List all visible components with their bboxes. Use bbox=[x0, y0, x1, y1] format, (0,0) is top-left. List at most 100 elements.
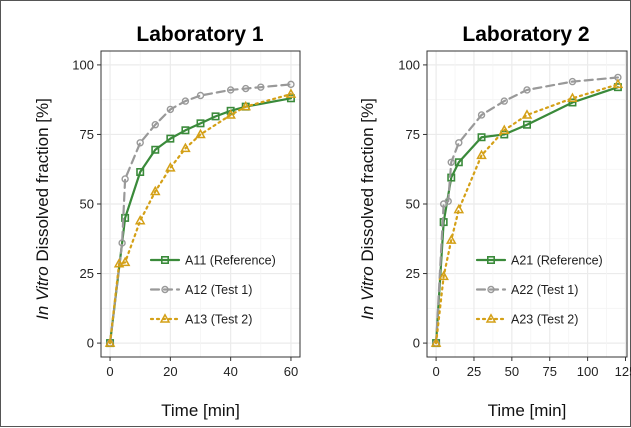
y-tick-label: 75 bbox=[80, 127, 94, 142]
data-point bbox=[136, 139, 144, 147]
data-point bbox=[134, 214, 146, 225]
x-tick-label: 40 bbox=[223, 364, 237, 379]
data-point bbox=[226, 86, 235, 94]
x-tick-label: 0 bbox=[432, 364, 439, 379]
data-point bbox=[445, 234, 457, 244]
x-tick-label: 75 bbox=[542, 364, 556, 379]
data-point bbox=[430, 337, 442, 347]
series-square bbox=[106, 94, 295, 348]
x-tick-label: 25 bbox=[467, 364, 481, 379]
data-point bbox=[149, 185, 161, 196]
data-point bbox=[285, 88, 297, 98]
data-point bbox=[568, 98, 577, 107]
y-axis-label-rest: Dissolved fraction [%] bbox=[33, 98, 52, 266]
data-point bbox=[226, 106, 235, 115]
y-tick-label: 50 bbox=[80, 197, 94, 212]
data-point bbox=[521, 109, 533, 119]
data-point bbox=[151, 145, 160, 154]
data-point bbox=[211, 112, 220, 121]
data-point bbox=[257, 83, 265, 91]
data-point bbox=[523, 86, 531, 94]
y-axis-label: In Vitro Dissolved fraction [%] bbox=[358, 98, 377, 320]
legend-label: A23 (Test 2) bbox=[511, 313, 578, 327]
chart-title: Laboratory 1 bbox=[136, 23, 264, 46]
data-point bbox=[242, 84, 250, 93]
legend-label: A12 (Test 1) bbox=[185, 283, 252, 297]
x-tick-label: 125 bbox=[615, 364, 631, 379]
x-tick-label: 0 bbox=[106, 364, 113, 379]
data-point bbox=[287, 80, 295, 89]
data-point bbox=[447, 158, 455, 166]
data-point bbox=[500, 97, 508, 105]
chart-panel-2: Laboratory 2 0 25 50 75 100 0 25 50 75 100 125 Time … bbox=[358, 23, 631, 420]
legend-key-marker bbox=[487, 285, 495, 294]
data-point bbox=[444, 197, 452, 205]
legend-key-marker bbox=[161, 256, 170, 265]
data-point bbox=[567, 92, 578, 103]
series-circle bbox=[106, 80, 295, 347]
legend-key-marker bbox=[161, 285, 169, 294]
x-tick-label: 20 bbox=[163, 364, 177, 379]
gridlines bbox=[101, 51, 300, 357]
data-point bbox=[612, 78, 624, 89]
chart-panel-1: Laboratory 1 0 25 50 75 100 0 20 40 60 Time [min] I… bbox=[33, 23, 301, 420]
gridlines bbox=[427, 51, 627, 357]
y-tick-label: 100 bbox=[398, 57, 420, 72]
legend: A21 (Reference) A22 (Test 1) A23 (Test 2) bbox=[475, 254, 603, 327]
data-point bbox=[121, 175, 129, 183]
y-axis-label: In Vitro Dissolved fraction [%] bbox=[33, 98, 52, 320]
y-tick-label: 75 bbox=[406, 127, 420, 142]
chart-title: Laboratory 2 bbox=[462, 23, 589, 46]
series-line bbox=[108, 97, 293, 345]
data-point bbox=[477, 111, 486, 119]
y-tick-label: 25 bbox=[80, 266, 94, 281]
legend-label: A21 (Reference) bbox=[511, 254, 603, 268]
data-point bbox=[455, 139, 463, 147]
y-tick-label: 25 bbox=[406, 266, 420, 281]
data-point bbox=[568, 77, 577, 86]
data-point bbox=[438, 270, 449, 281]
data-point bbox=[113, 258, 125, 268]
data-point bbox=[166, 105, 175, 114]
y-tick-label: 50 bbox=[406, 197, 420, 212]
data-point bbox=[166, 134, 175, 143]
data-point bbox=[477, 133, 486, 142]
data-point bbox=[453, 203, 465, 214]
data-point bbox=[121, 213, 130, 222]
legend-key-marker bbox=[486, 256, 495, 265]
data-point bbox=[119, 256, 131, 267]
legend-key-marker bbox=[159, 313, 171, 323]
series-triangle bbox=[104, 88, 297, 347]
y-axis-label-italic: In Vitro bbox=[33, 266, 52, 320]
y-tick-label: 100 bbox=[72, 57, 94, 72]
series-square bbox=[432, 83, 622, 348]
legend-label: A13 (Test 2) bbox=[185, 313, 252, 327]
data-point bbox=[195, 128, 206, 139]
y-tick-label: 0 bbox=[87, 336, 94, 351]
series-triangle bbox=[430, 78, 624, 347]
data-point bbox=[165, 162, 176, 172]
data-point bbox=[522, 120, 531, 129]
legend: A11 (Reference) A12 (Test 1) A13 (Test 2) bbox=[149, 254, 276, 327]
data-point bbox=[225, 109, 236, 119]
data-point bbox=[136, 168, 145, 177]
x-axis-label: Time [min] bbox=[161, 401, 240, 420]
legend-key-marker bbox=[485, 313, 497, 323]
series-line bbox=[434, 83, 620, 345]
data-point bbox=[104, 337, 116, 347]
data-point bbox=[196, 119, 205, 128]
y-tick-label: 0 bbox=[413, 336, 420, 351]
x-axis-label: Time [min] bbox=[488, 401, 567, 420]
legend-label: A22 (Test 1) bbox=[511, 283, 578, 297]
y-axis-label-italic: In Vitro bbox=[358, 266, 377, 320]
data-point bbox=[180, 142, 191, 153]
data-point bbox=[181, 97, 190, 105]
x-tick-label: 60 bbox=[284, 364, 298, 379]
legend-label: A11 (Reference) bbox=[185, 254, 276, 268]
series-circle bbox=[432, 73, 622, 347]
data-point bbox=[454, 158, 463, 167]
x-tick-label: 50 bbox=[505, 364, 519, 379]
data-point bbox=[498, 124, 510, 135]
